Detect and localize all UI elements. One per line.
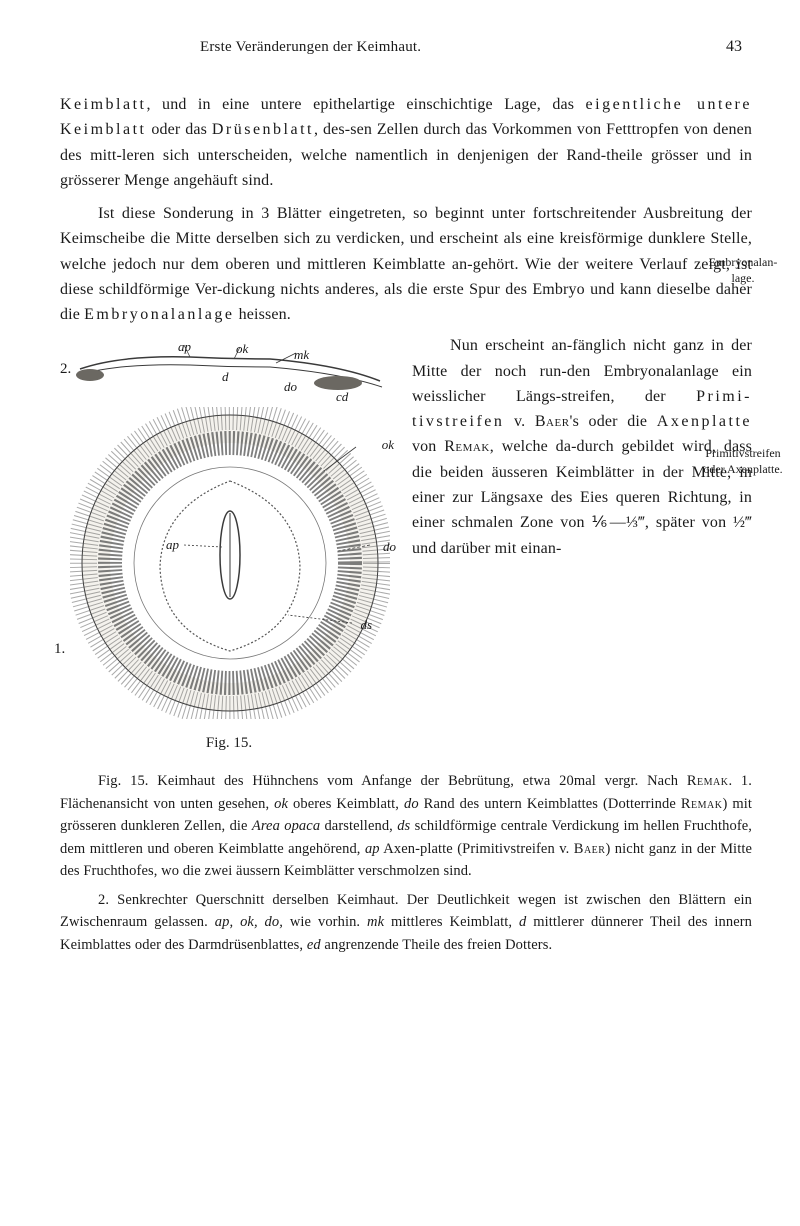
caption-ital: ed: [307, 937, 321, 953]
figure-label-ok: ok: [236, 341, 248, 357]
paragraph-1: Keimblatt, und in eine untere epithelart…: [60, 92, 752, 193]
figure-label-ap-center: ap: [166, 537, 179, 553]
page-number: 43: [726, 38, 742, 56]
figure-label-2: 2.: [60, 361, 71, 378]
figure-label-ap: ap: [178, 339, 191, 355]
paragraph-2: Ist diese Sonderung in 3 Blätter eingetr…: [60, 201, 752, 327]
caption-ital: mk: [367, 914, 384, 930]
figure-caption-text: Fig. 15. Keimhaut des Hühnchens vom Anfa…: [60, 770, 752, 956]
caption-ital: ap, ok, do,: [215, 914, 283, 930]
figure-row: 2. ap ok mk d do cd 1.: [60, 333, 752, 752]
figure-label-mk: mk: [294, 347, 309, 363]
caption-ital: do: [404, 796, 419, 812]
margin-note-embryonalanlage: Embryonalan-lage.: [698, 255, 788, 286]
caption-ital: ok: [274, 796, 288, 812]
caption-baer: Baer: [574, 841, 606, 857]
figure-label-do-side: do: [383, 539, 396, 555]
figure-column: 2. ap ok mk d do cd 1.: [60, 333, 398, 752]
figure-15-illustration: 2. ap ok mk d do cd 1.: [60, 333, 398, 731]
caption-remak: Remak: [681, 796, 723, 812]
oval-view-svg: [70, 407, 390, 719]
caption-text: wie vorhin.: [283, 914, 367, 930]
figure-label-cd: cd: [336, 389, 348, 405]
caption-text: Axen-platte (Primitivstreifen v.: [380, 841, 574, 857]
caption-text: oberes Keimblatt,: [288, 796, 404, 812]
caption-para-1: Fig. 15. Keimhaut des Hühnchens vom Anfa…: [60, 770, 752, 882]
figure-label-d: d: [222, 369, 229, 385]
figure-label-ds: ds: [360, 617, 372, 633]
caption-para-2: 2. Senkrechter Querschnitt derselben Kei…: [60, 889, 752, 956]
figure-caption-number: Fig. 15.: [60, 735, 398, 752]
caption-ital: ds: [397, 818, 410, 834]
caption-text: angrenzende Theile des freien Dotters.: [321, 937, 553, 953]
caption-text: mittleres Keimblatt,: [384, 914, 519, 930]
margin-note-primitivstreifen: Primitivstreifenoder Axenplatte.: [698, 446, 788, 477]
caption-text: Fig. 15. Keimhaut des Hühnchens vom Anfa…: [98, 773, 687, 789]
figure-label-do: do: [284, 379, 297, 395]
figure-label-1: 1.: [54, 641, 65, 658]
caption-text: darstellend,: [320, 818, 397, 834]
caption-ital: ap: [365, 841, 380, 857]
running-title: Erste Veränderungen der Keimhaut.: [200, 39, 421, 56]
figure-label-ok-side: ok: [382, 437, 394, 453]
paragraph-3-right: Nun erscheint an-fänglich nicht ganz in …: [412, 333, 752, 752]
caption-ital: Area opaca: [252, 818, 320, 834]
caption-remak: Remak: [687, 773, 729, 789]
running-header: Erste Veränderungen der Keimhaut. 43: [60, 38, 752, 56]
caption-text: Rand des untern Keimblattes (Dotterrinde: [419, 796, 681, 812]
